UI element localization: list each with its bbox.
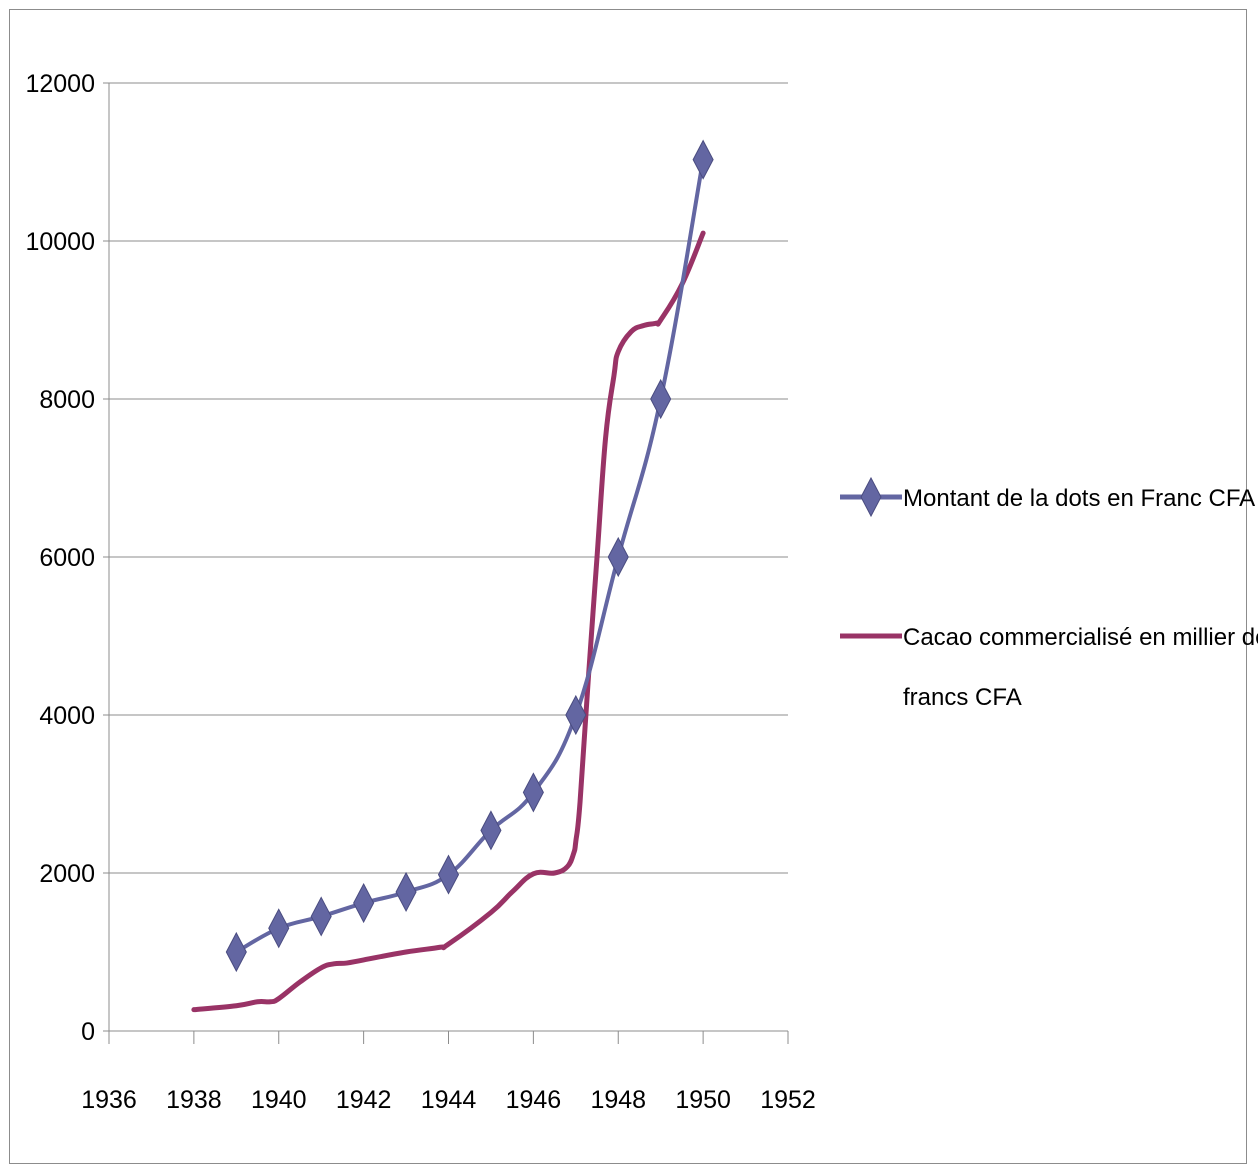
x-tick-label-1946: 1946: [506, 1086, 562, 1114]
series-line-cacao: [191, 230, 706, 1013]
data-point-dots-1948: [607, 536, 629, 578]
data-markers: [225, 139, 714, 973]
data-point-dots-1946: [522, 772, 544, 813]
legend-label-cacao-line1: Cacao commercialisé en millier de: [903, 624, 1258, 651]
series-line-dots: [234, 157, 706, 954]
y-tick-labels: 0 2000 4000 6000 8000 10000 12000: [25, 70, 95, 1046]
legend: Montant de la dots en Franc CFA Cacao co…: [840, 476, 1258, 711]
data-point-dots-1941: [310, 896, 332, 937]
legend-diamond-marker: [860, 476, 882, 518]
gridlines: [109, 82, 788, 874]
data-point-dots-1945: [480, 810, 502, 851]
data-point-dots-1942: [353, 882, 375, 924]
x-tick-label-1952: 1952: [760, 1086, 816, 1114]
y-tick-label-2000: 2000: [39, 860, 95, 888]
y-tick-label-8000: 8000: [39, 386, 95, 414]
legend-label-cacao-line2: francs CFA: [903, 684, 1022, 711]
x-tick-label-1940: 1940: [251, 1086, 307, 1114]
y-tick-label-12000: 12000: [25, 70, 95, 98]
chart-frame: [9, 9, 1247, 1164]
x-tick-label-1936: 1936: [81, 1086, 137, 1114]
x-tick-label-1948: 1948: [590, 1086, 646, 1114]
data-point-dots-1950: [692, 139, 714, 180]
x-tick-label-1950: 1950: [675, 1086, 731, 1114]
legend-label-dots: Montant de la dots en Franc CFA: [903, 485, 1255, 512]
y-tick-label-6000: 6000: [39, 544, 95, 572]
x-tick-label-1944: 1944: [421, 1086, 477, 1114]
x-tick-label-1938: 1938: [166, 1086, 222, 1114]
data-point-dots-1947: [565, 694, 587, 736]
data-point-dots-1949: [650, 378, 672, 420]
y-tick-label-0: 0: [81, 1018, 95, 1046]
x-tick-labels: 1936 1938 1940 1942 1944 1946 1948 1950 1952: [81, 1086, 816, 1114]
y-tick-label-4000: 4000: [39, 702, 95, 730]
x-tick-label-1942: 1942: [336, 1086, 392, 1114]
axes: [103, 82, 789, 1044]
data-point-dots-1939: [225, 931, 247, 973]
y-tick-label-10000: 10000: [25, 228, 95, 256]
data-point-dots-1940: [268, 908, 290, 949]
data-point-dots-1943: [395, 871, 417, 913]
data-point-dots-1944: [437, 854, 460, 895]
